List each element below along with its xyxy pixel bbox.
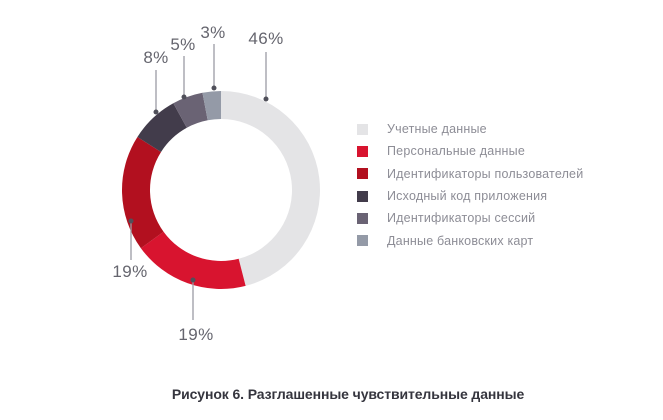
legend-item-label: Персональные данные	[387, 144, 525, 159]
percent-label: 8%	[143, 48, 169, 67]
callout-dot	[181, 94, 187, 100]
callout-dot	[190, 277, 196, 283]
donut-segment	[202, 91, 221, 121]
legend-swatch	[357, 190, 368, 202]
legend-item-label: Идентификаторы сессий	[387, 211, 536, 226]
legend-item-label: Учетные данные	[387, 122, 487, 137]
donut-segment	[173, 92, 208, 128]
callout-dot	[263, 96, 269, 102]
donut-segment	[221, 91, 321, 286]
legend-swatch	[357, 168, 368, 180]
legend-item: Идентификаторы сессий	[357, 207, 583, 229]
donut-segment	[121, 136, 164, 249]
legend-item: Данные банковских карт	[357, 229, 583, 251]
legend-swatch	[357, 145, 368, 157]
donut-segment	[137, 103, 187, 152]
legend-item-label: Идентификаторы пользователей	[387, 166, 584, 181]
legend: Учетные данные Персональные данные Идент…	[357, 118, 583, 252]
callout-dot	[128, 218, 134, 224]
percent-label: 19%	[178, 325, 214, 344]
callout-dot	[153, 109, 159, 115]
legend-item: Исходный код приложения	[357, 185, 583, 207]
legend-item-label: Исходный код приложения	[387, 189, 548, 204]
callout-dot	[211, 85, 217, 91]
percent-label: 19%	[112, 262, 148, 281]
legend-item-label: Данные банковских карт	[387, 233, 534, 248]
legend-item: Идентификаторы пользователей	[357, 163, 583, 185]
legend-swatch	[357, 212, 368, 224]
legend-item: Учетные данные	[357, 118, 583, 140]
legend-item: Персональные данные	[357, 140, 583, 162]
percent-label: 3%	[200, 23, 226, 42]
percent-label: 5%	[170, 35, 196, 54]
donut-segment	[140, 231, 246, 289]
figure-caption: Рисунок 6. Разглашенные чувствительные д…	[171, 386, 525, 402]
legend-swatch	[357, 235, 368, 247]
legend-swatch	[357, 123, 368, 135]
percent-label: 46%	[248, 29, 284, 48]
